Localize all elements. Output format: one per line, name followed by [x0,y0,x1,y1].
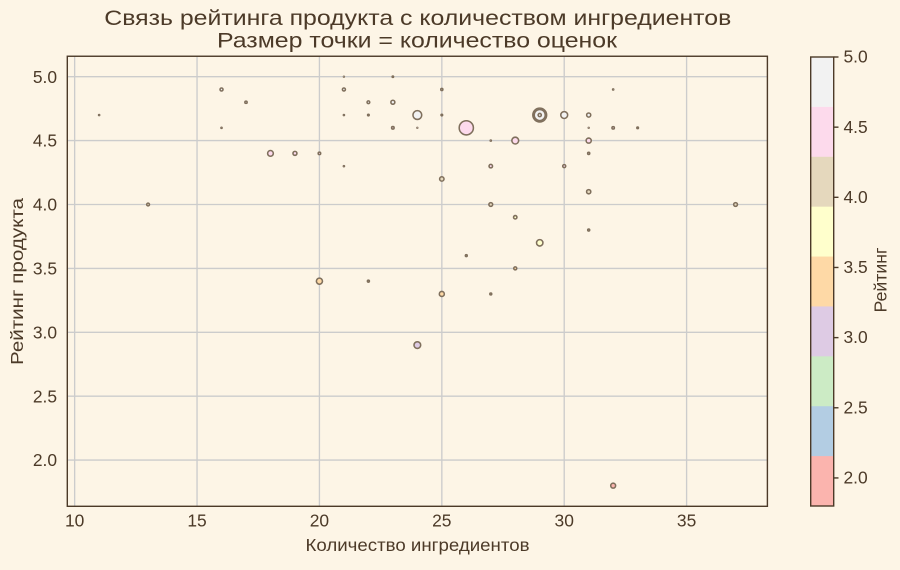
svg-text:Рейтинг продукта: Рейтинг продукта [7,198,27,365]
svg-text:Рейтинг: Рейтинг [871,248,891,313]
svg-text:30: 30 [555,510,574,530]
svg-text:10: 10 [65,510,84,530]
svg-text:3.0: 3.0 [844,327,868,347]
svg-text:Количество ингредиентов: Количество ингредиентов [306,535,530,555]
svg-text:Связь рейтинга продукта с коли: Связь рейтинга продукта с количеством ин… [104,7,731,30]
svg-text:4.5: 4.5 [844,117,868,137]
svg-text:35: 35 [677,510,696,530]
svg-text:4.0: 4.0 [33,195,57,215]
svg-text:4.0: 4.0 [844,187,868,207]
svg-text:2.0: 2.0 [844,468,868,488]
svg-text:5.0: 5.0 [33,67,57,87]
svg-text:2.5: 2.5 [844,397,868,417]
svg-text:4.5: 4.5 [33,131,57,151]
svg-text:3.5: 3.5 [844,257,868,277]
svg-text:15: 15 [187,510,206,530]
svg-text:2.0: 2.0 [33,450,57,470]
svg-text:3.0: 3.0 [33,322,57,342]
svg-text:25: 25 [432,510,451,530]
svg-text:20: 20 [310,510,329,530]
svg-text:2.5: 2.5 [33,386,57,406]
svg-text:3.5: 3.5 [33,259,57,279]
svg-text:5.0: 5.0 [844,47,868,67]
svg-text:Размер точки = количество оцен: Размер точки = количество оценок [217,29,618,52]
